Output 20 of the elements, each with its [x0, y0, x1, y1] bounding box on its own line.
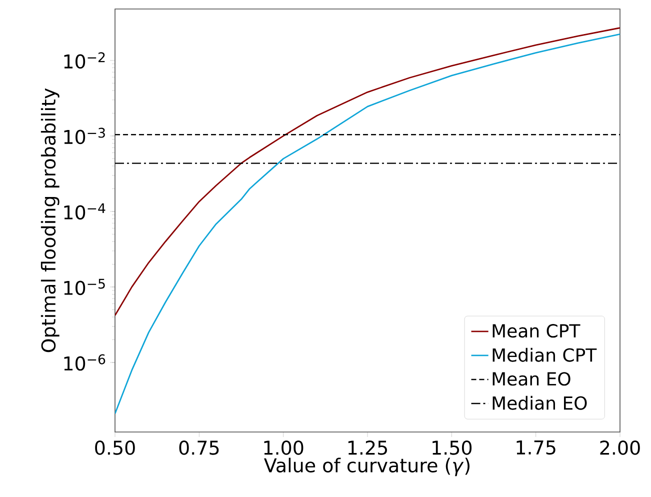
legend-label: Mean EO: [492, 372, 570, 386]
y-tick-label: 10$^{−3}$: [64, 128, 105, 144]
y-tick-label: 10$^{−2}$: [64, 52, 105, 69]
legend-label: Median CPT: [492, 348, 597, 362]
y-axis-title: Optimal flooding probability: [40, 88, 60, 352]
x-tick-label: 1.50: [432, 440, 472, 455]
x-tick-label: 1.75: [516, 440, 556, 455]
x-tick-label: 1.00: [264, 440, 304, 455]
y-tick-label: 10$^{−6}$: [64, 354, 106, 371]
y-tick-label: 10$^{−5}$: [64, 278, 105, 296]
line-series: [115, 33, 620, 414]
x-tick-label: 0.75: [179, 440, 219, 455]
legend-label: Median EO: [492, 396, 587, 410]
x-tick-label: 1.25: [348, 440, 387, 455]
x-tick-label: 2.00: [600, 440, 640, 455]
line-series: [115, 27, 620, 316]
x-tick-label: 0.50: [95, 440, 135, 455]
legend-label: Mean CPT: [492, 324, 580, 338]
y-tick-label: 10$^{−4}$: [64, 203, 106, 220]
x-axis-title: Value of curvature (γ): [264, 458, 470, 476]
